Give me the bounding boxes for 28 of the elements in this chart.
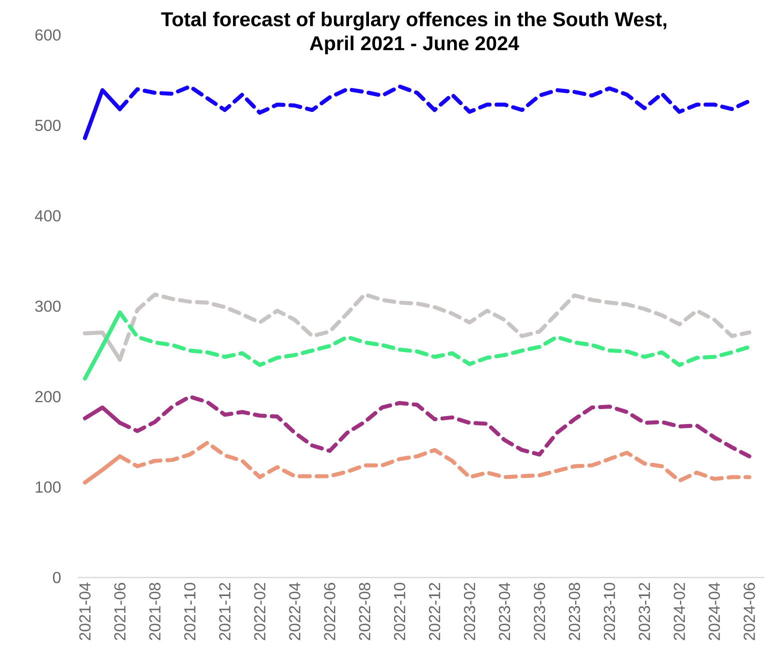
y-tick-label: 100 (36, 481, 61, 493)
chart-title: Total forecast of burglary offences in the South West, April 2021 - June 2024 (161, 12, 666, 54)
x-tick-label: 2022-12 (428, 582, 440, 640)
x-tick-label: 2022-04 (289, 582, 300, 640)
x-tick-label: 2021-06 (114, 582, 126, 640)
x-tick-label: 2021-08 (149, 582, 161, 640)
y-tick-label: 400 (34, 210, 61, 222)
x-tick-label: 2023-10 (604, 582, 616, 640)
x-tick-label: 2023-12 (638, 582, 650, 640)
x-tick-label: 2023-06 (534, 582, 546, 640)
x-tick-label: 2021-10 (184, 582, 196, 640)
x-tick-label: 2024-02 (674, 582, 686, 640)
y-tick-label: 500 (35, 120, 61, 131)
x-tick-label: 2023-02 (464, 582, 476, 640)
y-tick-label: 600 (35, 29, 61, 40)
x-tick-label: 2022-06 (324, 582, 336, 640)
y-tick-label: 200 (35, 390, 61, 402)
x-tick-label: 2024-06 (744, 582, 755, 640)
x-tick-label: 2024-04 (708, 582, 720, 640)
x-tick-label: 2023-08 (568, 582, 580, 640)
y-tick-label: 300 (35, 300, 61, 312)
x-tick-label: 2022-08 (359, 582, 370, 640)
x-tick-label: 2021-12 (219, 582, 230, 640)
x-tick-label: 2021-04 (79, 582, 91, 640)
x-tick-label: 2023-04 (498, 582, 510, 640)
y-tick-label: 0 (52, 572, 61, 583)
x-tick-label: 2022-02 (254, 582, 266, 640)
x-tick-label: 2022-10 (394, 582, 406, 640)
